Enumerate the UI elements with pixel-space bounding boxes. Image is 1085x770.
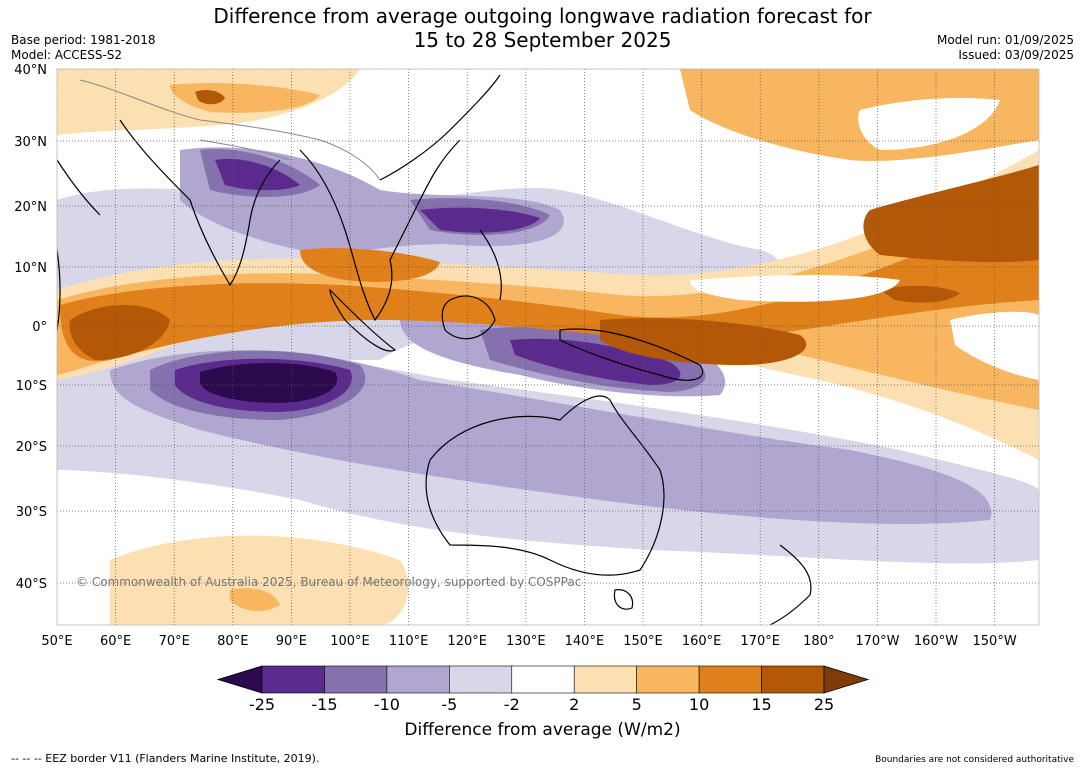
lon-label: 170°W: [855, 634, 899, 649]
anomaly-neg-extreme: [200, 363, 338, 403]
colorbar-segment: [324, 665, 388, 694]
colorbar-tick: 10: [689, 695, 709, 714]
model-run: Model run: 01/09/2025: [936, 33, 1074, 47]
colorbar-segment: [636, 665, 700, 694]
meta-left: Base period: 1981-2018 Model: ACCESS-S2: [11, 33, 156, 63]
eez-border-legend: -- -- -- EEZ border V11 (Flanders Marine…: [11, 752, 320, 765]
lon-label: 120°E: [447, 634, 487, 649]
coastline-borneo: [441, 295, 496, 340]
coastline-new-guinea: [559, 328, 704, 381]
base-period: Base period: 1981-2018: [11, 33, 156, 47]
anomaly-neg-vstrong-3: [215, 158, 300, 191]
coastline-tasmania: [613, 589, 634, 610]
anomaly-pos-south-2: [230, 588, 280, 612]
colorbar-extension-low: [216, 665, 263, 694]
map-frame: [56, 68, 1040, 626]
lon-label: 170°E: [740, 634, 780, 649]
colorbar-segment: [511, 665, 575, 694]
colorbar-tick: -15: [311, 695, 337, 714]
colorbar-segment: [449, 665, 513, 694]
lon-label: 110°E: [389, 634, 429, 649]
model-name: Model: ACCESS-S2: [11, 48, 123, 62]
lon-label: 160°E: [682, 634, 722, 649]
anomaly-neutral-1: [690, 275, 900, 302]
map-area: © Commonwealth of Australia 2025, Bureau…: [57, 69, 1039, 625]
lon-label: 90°E: [276, 634, 307, 649]
longitude-labels: 50°E 60°E 70°E 80°E 90°E 100°E 110°E 120°E 130°E…: [41, 634, 1016, 649]
coastline-philippines: [479, 229, 502, 301]
colorbar-tick: -10: [374, 695, 400, 714]
title-line-2: 15 to 28 September 2025: [413, 28, 672, 52]
lon-label: 100°E: [330, 634, 370, 649]
coastline-new-zealand: [769, 544, 812, 625]
coastline-arabia: [57, 159, 101, 216]
colorbar-label: Difference from average (W/m2): [404, 720, 681, 740]
meta-right: Model run: 01/09/2025 Issued: 03/09/2025: [937, 33, 1074, 63]
copyright-text: © Commonwealth of Australia 2025, Bureau…: [76, 575, 581, 589]
lon-label: 130°E: [506, 634, 546, 649]
lon-label: 150°E: [623, 634, 663, 649]
coastline-india: [119, 119, 281, 287]
lat-label: 30°S: [16, 505, 47, 520]
coastline-indochina: [299, 139, 461, 322]
colorbar: -25 -15 -10 -5 -2 2 5 10 15 25: [216, 665, 870, 714]
issued-date: Issued: 03/09/2025: [958, 48, 1074, 62]
lat-label: 0°: [32, 320, 47, 335]
colorbar-extension-high: [823, 665, 870, 694]
lon-label: 180°: [803, 634, 834, 649]
anomaly-pos-band-strong: [60, 205, 1039, 362]
anomaly-neutral-2: [858, 98, 1000, 150]
lon-label: 80°E: [217, 634, 248, 649]
lon-label: 50°E: [41, 634, 72, 649]
anomaly-pos-core-6: [195, 90, 225, 105]
colorbar-tick: 5: [632, 695, 642, 714]
lon-label: 160°W: [914, 634, 958, 649]
colorbar-segment: [698, 665, 762, 694]
lat-label: 40°S: [16, 577, 47, 592]
chart-title: Difference from average outgoing longwav…: [0, 4, 1085, 52]
border-asia: [79, 79, 381, 181]
lon-label: 150°W: [973, 634, 1017, 649]
lon-label: 140°E: [565, 634, 605, 649]
colorbar-segment: [761, 665, 825, 694]
colorbar-tick: 25: [814, 695, 834, 714]
anomaly-pos-core-2: [600, 318, 807, 365]
anomaly-pos-core-7: [880, 285, 960, 303]
lat-label: 10°S: [16, 379, 47, 394]
colorbar-tick: 2: [569, 695, 579, 714]
coastline-sumatra: [329, 288, 397, 352]
lat-label: 20°S: [16, 440, 47, 455]
colorbar-segment: [261, 665, 325, 694]
lat-label: 20°N: [14, 200, 47, 215]
anomaly-fill: [57, 69, 1039, 625]
coastlines: [57, 74, 812, 625]
coastline-africa: [57, 249, 61, 331]
colorbar-segment: [386, 665, 450, 694]
colorbar-segment: [573, 665, 637, 694]
lat-label: 10°N: [14, 261, 47, 276]
lat-label: 40°N: [14, 63, 47, 78]
anomaly-neg-vstrong-2: [510, 338, 681, 385]
anomaly-pos-core-3: [863, 165, 1039, 263]
coastline-australia: [425, 395, 665, 576]
latitude-labels: 40°N 30°N 20°N 10°N 0° 10°S 20°S 30°S 40°S: [14, 63, 47, 592]
anomaly-neg-vstrong-4: [420, 207, 540, 233]
lat-label: 30°N: [14, 135, 47, 150]
colorbar-tick: 15: [751, 695, 771, 714]
title-line-1: Difference from average outgoing longwav…: [213, 4, 872, 28]
boundaries-disclaimer: Boundaries are not considered authoritat…: [875, 755, 1074, 765]
lon-label: 60°E: [100, 634, 131, 649]
colorbar-tick: -5: [441, 695, 457, 714]
coastline-china: [379, 74, 501, 181]
colorbar-tick: -2: [504, 695, 520, 714]
country-borders: [79, 79, 381, 181]
lon-label: 70°E: [159, 634, 190, 649]
anomaly-pos-core-4: [300, 248, 440, 282]
colorbar-tick: -25: [249, 695, 275, 714]
anomaly-pos-core-1: [69, 305, 170, 360]
border-asia-2: [199, 139, 291, 161]
anomaly-pos-south: [110, 535, 409, 625]
